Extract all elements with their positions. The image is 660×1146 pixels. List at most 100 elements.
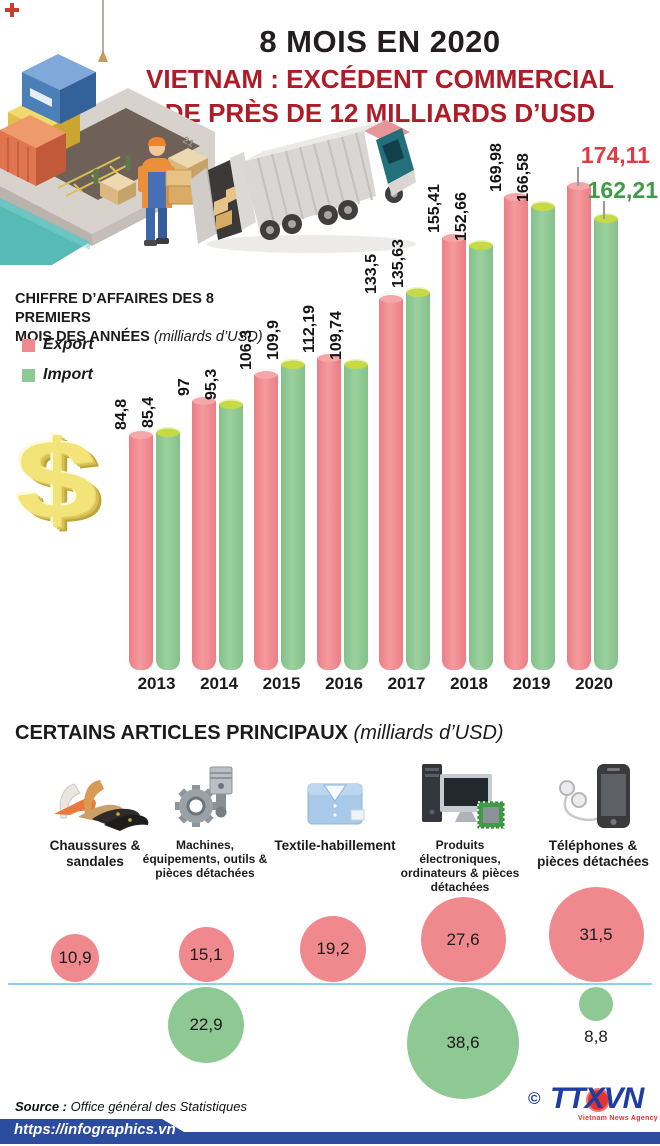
article-label-machines: Machines, équipements, outils & pièces d… bbox=[142, 838, 268, 881]
page-title: 8 MOIS EN 2020 bbox=[259, 24, 501, 59]
orange-container bbox=[0, 115, 66, 186]
chart-title-line1: CHIFFRE D’AFFAIRES DES 8 PREMIERS bbox=[15, 291, 214, 326]
import-value-2018: 152,66 bbox=[452, 192, 470, 241]
article-col-machines: Machines, équipements, outils & pièces d… bbox=[139, 762, 271, 880]
import-bar-2016 bbox=[343, 359, 368, 670]
small-workers bbox=[93, 155, 131, 184]
page-subtitle-line1: VIETNAM : EXCÉDENT COMMERCIAL bbox=[146, 64, 614, 94]
export-value-2018: 155,41 bbox=[425, 184, 443, 233]
import-bar-2013 bbox=[156, 427, 180, 670]
vna-logo-text: TTXVN bbox=[550, 1082, 644, 1115]
year-label-2020: 2020 bbox=[575, 674, 613, 693]
worker-figure bbox=[138, 137, 197, 246]
vna-logo-ball-icon bbox=[586, 1088, 610, 1112]
phone-icon bbox=[559, 764, 630, 828]
export-bubble-4: 31,5 bbox=[548, 887, 644, 982]
export-bubble-0: 10,9 bbox=[51, 934, 99, 982]
article-col-telephones: Téléphones & pièces détachées bbox=[527, 762, 659, 870]
export-bar-2015 bbox=[254, 369, 278, 670]
export-bar-2016 bbox=[316, 352, 341, 670]
export-bar-2018 bbox=[441, 232, 466, 670]
article-label-telephones: Téléphones & pièces détachées bbox=[537, 838, 649, 869]
import-value-2015: 109,9 bbox=[265, 319, 282, 360]
source-text: Office général des Statistiques bbox=[70, 1099, 247, 1114]
year-label-2019: 2019 bbox=[512, 674, 551, 693]
article-col-electronique: Produits électroniques, ordinateurs & pi… bbox=[394, 762, 526, 895]
import-bar-2017 bbox=[406, 287, 430, 670]
machines-icon bbox=[175, 766, 233, 827]
import-value-2014: 95,3 bbox=[202, 368, 220, 400]
import-bubble-label-4: 8,8 bbox=[584, 1027, 608, 1046]
import-2020-callout-line bbox=[603, 201, 605, 219]
import-bar-2020 bbox=[593, 213, 618, 670]
export-value-2017: 133,5 bbox=[363, 253, 380, 294]
import-bar-2015 bbox=[281, 359, 305, 670]
export-2020-callout: 174,11 bbox=[580, 142, 650, 168]
import-2020-callout: 162,21 bbox=[587, 177, 658, 203]
import-bubble-4 bbox=[579, 987, 613, 1021]
article-label-chaussures: Chaussures & sandales bbox=[49, 838, 141, 869]
import-value-2013: 85,4 bbox=[140, 396, 157, 428]
legend-import: Import bbox=[22, 366, 94, 384]
export-value-2019: 169,98 bbox=[488, 143, 505, 192]
import-value-2016: 109,74 bbox=[327, 311, 345, 360]
articles-unit: (milliards d’USD) bbox=[353, 722, 504, 744]
truck-illustration bbox=[190, 120, 416, 253]
vna-logo: © TTXVN Vietnam News Agency bbox=[528, 1082, 660, 1128]
shoes-icon bbox=[54, 780, 149, 831]
vna-logo-subtext: Vietnam News Agency bbox=[577, 1115, 658, 1122]
export-value-2013: 84,8 bbox=[113, 398, 130, 430]
chart-title: CHIFFRE D’AFFAIRES DES 8 PREMIERS MOIS D… bbox=[15, 290, 275, 347]
dock-illustration: 21 bbox=[0, 0, 215, 265]
import-bar-2019 bbox=[531, 201, 555, 670]
article-label-electronique: Produits électroniques, ordinateurs & pi… bbox=[400, 838, 520, 895]
svg-text:21: 21 bbox=[181, 135, 196, 150]
article-col-chaussures: Chaussures & sandales bbox=[29, 762, 161, 870]
crane-cross-icon bbox=[5, 3, 19, 17]
copyright-icon: © bbox=[528, 1089, 541, 1108]
cargo-boxes bbox=[214, 185, 238, 230]
blue-container bbox=[22, 54, 96, 124]
export-value-2014: 97 bbox=[175, 378, 193, 396]
year-label-2017: 2017 bbox=[387, 674, 426, 693]
export-bar-2019 bbox=[504, 191, 528, 670]
footer-url[interactable]: https://infographics.vn bbox=[14, 1121, 176, 1138]
year-label-2014: 2014 bbox=[200, 674, 238, 693]
year-label-2015: 2015 bbox=[262, 674, 301, 693]
legend-export: Export bbox=[22, 336, 94, 354]
chart-unit: (milliards d’USD) bbox=[153, 329, 263, 345]
electronics-icon bbox=[422, 764, 505, 829]
import-bubble-3: 38,6 bbox=[407, 987, 519, 1099]
import-bar-2018 bbox=[468, 240, 493, 670]
year-label-2016: 2016 bbox=[325, 674, 363, 693]
import-value-2017: 135,63 bbox=[390, 239, 407, 288]
textile-icon bbox=[307, 783, 365, 825]
export-value-2015: 106,3 bbox=[238, 329, 255, 370]
year-label-2018: 2018 bbox=[450, 674, 488, 693]
export-bar-2013 bbox=[129, 429, 153, 670]
chart-title-line2: MOIS DES ANNÉES (milliards d’USD) bbox=[15, 329, 263, 345]
export-bar-2020 bbox=[566, 180, 591, 670]
legend-export-label: Export bbox=[43, 336, 94, 353]
export-bar-2014 bbox=[191, 395, 216, 670]
source-label: Source : bbox=[15, 1099, 68, 1114]
export-swatch-icon bbox=[22, 338, 35, 352]
articles-title: CERTAINS ARTICLES PRINCIPAUX (milliards … bbox=[15, 722, 504, 744]
header: 8 MOIS EN 2020 VIETNAM : EXCÉDENT COMMER… bbox=[110, 24, 650, 128]
import-value-2019: 166,58 bbox=[515, 153, 532, 202]
export-2020-callout-line bbox=[577, 167, 579, 186]
export-bubble-3: 27,6 bbox=[420, 897, 506, 982]
article-label-textile: Textile-habillement bbox=[274, 838, 396, 853]
export-bar-2017 bbox=[379, 293, 403, 670]
import-swatch-icon bbox=[22, 368, 35, 382]
import-bubble-1: 22,9 bbox=[168, 987, 244, 1063]
legend-import-label: Import bbox=[43, 366, 93, 383]
article-col-textile: Textile-habillement bbox=[269, 762, 401, 854]
export-import-divider bbox=[8, 983, 652, 985]
dollar-sign-icon: $ bbox=[16, 417, 97, 542]
chart-legend: Export Import bbox=[22, 336, 94, 396]
year-label-2013: 2013 bbox=[137, 674, 176, 693]
import-bar-2014 bbox=[218, 399, 243, 670]
source-note: Source : Office général des Statistiques bbox=[15, 1099, 247, 1114]
